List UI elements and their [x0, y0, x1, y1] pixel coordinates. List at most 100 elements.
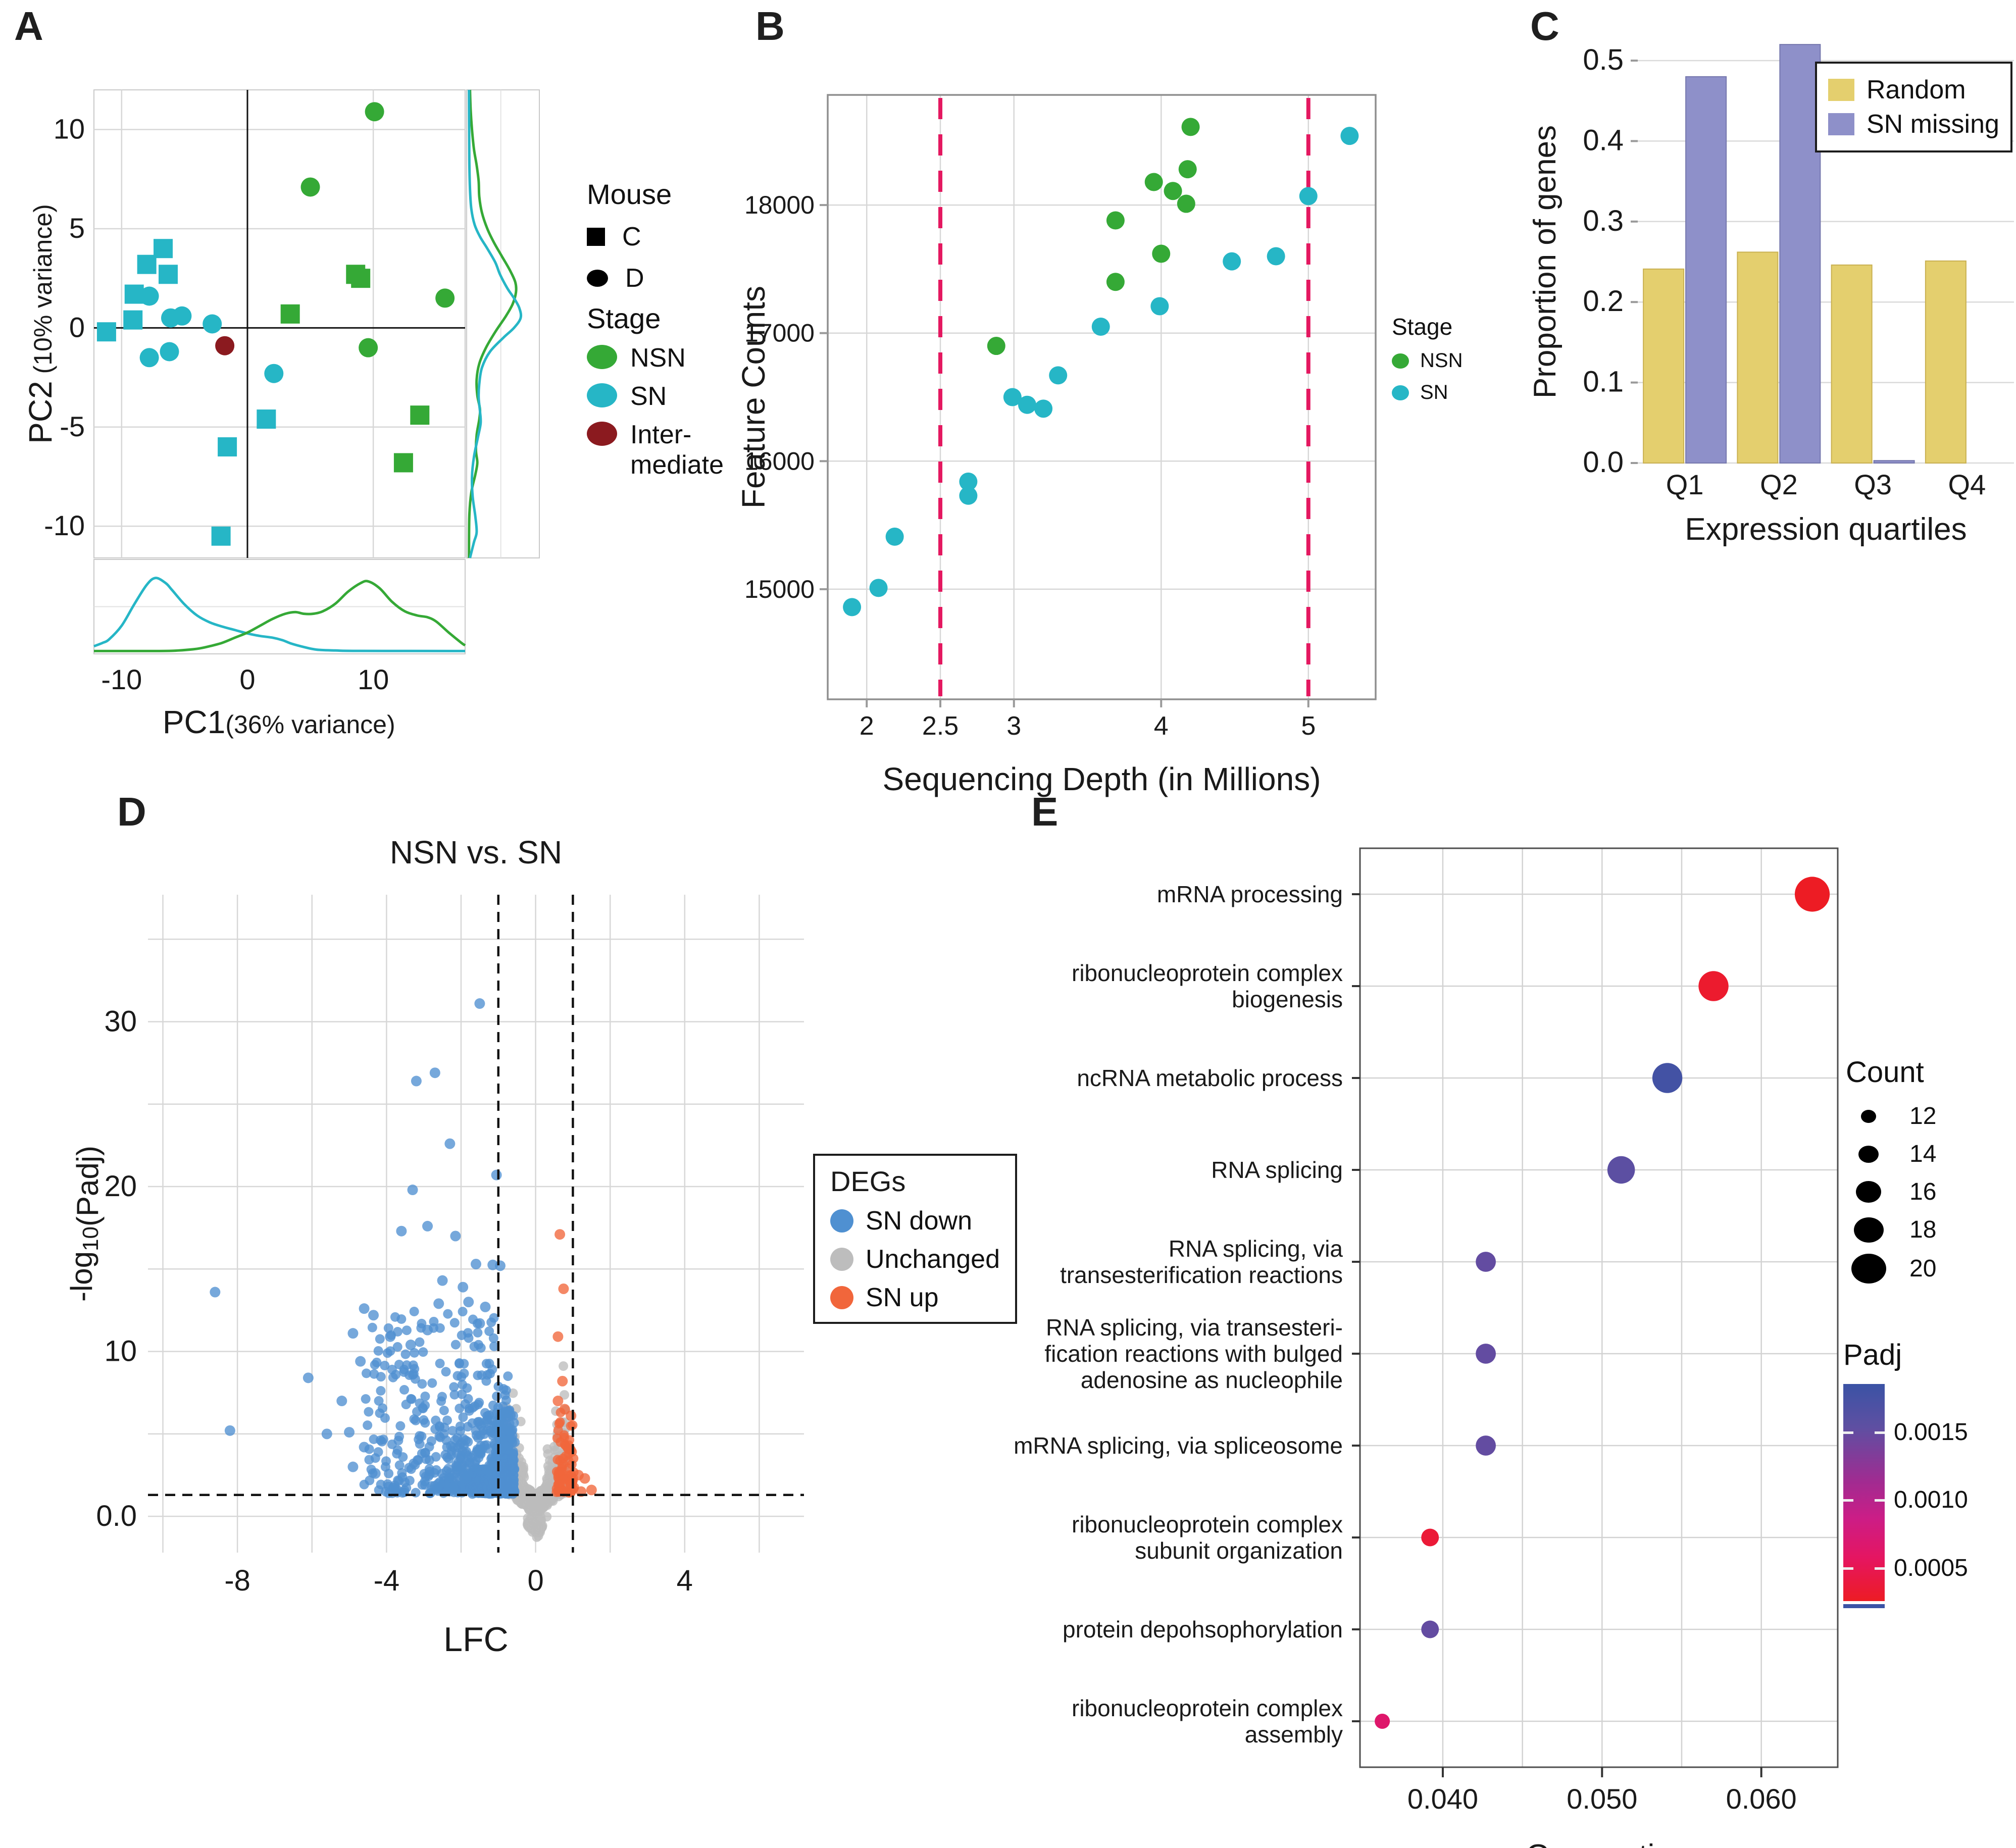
legend-item: Unchanged	[830, 1244, 1000, 1274]
count-size-swatch	[1861, 1109, 1876, 1123]
data-point	[543, 1449, 553, 1459]
count-size-swatch	[1853, 1217, 1884, 1243]
data-point	[449, 1318, 460, 1328]
go-term-label: mRNA processing	[1157, 881, 1343, 907]
data-point	[455, 1358, 465, 1368]
legend-item: SN down	[830, 1206, 1000, 1236]
data-point	[444, 1138, 456, 1149]
data-point	[457, 1470, 467, 1480]
category-label: Q3	[1854, 469, 1892, 500]
data-point-circle	[359, 338, 378, 357]
data-point-SN	[885, 527, 904, 546]
go-dot	[1476, 1344, 1496, 1364]
data-point	[506, 1410, 516, 1420]
data-point	[363, 1420, 373, 1430]
go-dot	[1476, 1435, 1496, 1456]
data-point	[417, 1480, 427, 1490]
data-point	[445, 1468, 456, 1478]
y-tick-label: 16000	[744, 447, 815, 475]
data-point-NSN	[1164, 182, 1182, 200]
data-point-square	[96, 322, 116, 342]
data-point	[458, 1281, 469, 1293]
data-point-NSN	[1181, 118, 1200, 136]
data-point	[447, 1426, 458, 1436]
data-point	[376, 1372, 386, 1382]
legend-title: DEGs	[830, 1165, 906, 1197]
data-point	[553, 1425, 563, 1435]
go-dot	[1421, 1620, 1439, 1638]
x-axis-title: LFC	[443, 1620, 508, 1659]
data-point-circle	[139, 286, 159, 306]
data-point	[500, 1390, 510, 1400]
data-point	[493, 1381, 503, 1392]
go-dot	[1476, 1252, 1496, 1272]
legend-item: Inter-mediate	[587, 420, 724, 480]
bar-sn-missing	[1779, 44, 1821, 464]
count-size-swatch	[1851, 1254, 1886, 1284]
data-point	[552, 1396, 564, 1407]
legend-title: Mouse	[587, 178, 672, 210]
deg-color-swatch	[830, 1248, 853, 1271]
data-point	[397, 1468, 407, 1478]
data-point-NSN	[1177, 194, 1195, 213]
data-point	[476, 1448, 486, 1458]
data-point	[439, 1405, 449, 1415]
y-tick-label: 10	[104, 1335, 137, 1368]
data-point	[430, 1424, 440, 1434]
data-point	[483, 1418, 493, 1428]
data-point	[462, 1383, 472, 1393]
data-point	[554, 1479, 564, 1490]
legend-title: Count	[1846, 1056, 1924, 1089]
data-point	[361, 1394, 371, 1404]
data-point-NSN	[987, 337, 1005, 355]
data-point	[471, 1476, 481, 1486]
legend-item: SN missing	[1828, 109, 1999, 139]
data-point	[485, 1425, 495, 1435]
y-tick-label: 0.0	[1583, 446, 1624, 479]
data-point	[420, 1391, 430, 1401]
data-point	[488, 1400, 498, 1410]
data-point	[484, 1326, 494, 1337]
plot-area	[1360, 848, 1838, 1767]
data-point	[412, 1407, 422, 1417]
colorbar-tick	[1843, 1431, 1853, 1434]
data-point-circle	[435, 288, 455, 308]
go-dot	[1421, 1528, 1439, 1547]
bar-random	[1925, 260, 1967, 464]
legend-item: NSN	[587, 343, 724, 373]
y-tick-label: -10	[44, 509, 85, 541]
category-label: Q2	[1760, 469, 1798, 500]
y-tick-label: 17000	[744, 319, 815, 347]
legend-item: 14	[1846, 1140, 1936, 1168]
y-axis-title: Feature Counts	[735, 286, 772, 508]
feature-counts-plot: 2 2.5 3 4 5 15000 16000 17000 18000 Sequencing De…	[735, 94, 1377, 797]
x-tick-label: 0.040	[1407, 1783, 1478, 1815]
data-point	[433, 1298, 444, 1309]
data-point	[388, 1482, 398, 1493]
data-point	[415, 1431, 425, 1441]
legend-item: NSN	[1392, 349, 1463, 372]
pca-plot: -10 -5 0 5 10 -10 0 10 PC1(36% variance) PC2 (10%…	[22, 89, 540, 740]
colorbar-tick	[1843, 1499, 1853, 1502]
data-point	[488, 1333, 498, 1343]
y-tick-label: 15000	[744, 575, 815, 603]
plot-area	[828, 95, 1376, 699]
category-label: Q1	[1666, 469, 1704, 500]
data-point	[508, 1481, 518, 1491]
go-dot	[1607, 1156, 1635, 1184]
data-point	[508, 1459, 518, 1469]
x-tick-label: 2	[860, 711, 874, 741]
x-tick-label: 0	[527, 1564, 543, 1597]
go-term-label: ribonucleoprotein complex assembly	[1072, 1695, 1343, 1748]
data-point-square	[280, 304, 300, 324]
data-point	[492, 1416, 502, 1426]
data-point-SN	[1150, 297, 1169, 316]
right-density-NSN	[468, 89, 518, 558]
data-point	[370, 1360, 380, 1370]
colorbar-tick	[1875, 1567, 1885, 1570]
x-axis-title: PC1(36% variance)	[163, 704, 395, 740]
go-dot	[1698, 971, 1729, 1001]
data-point	[413, 1455, 423, 1465]
data-point	[347, 1461, 359, 1472]
data-point-circle	[264, 364, 284, 383]
